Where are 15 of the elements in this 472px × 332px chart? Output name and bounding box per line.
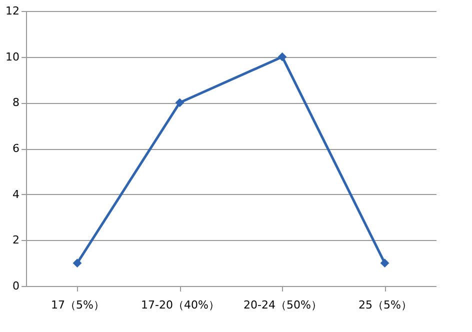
y-tick-label: 8	[12, 96, 20, 110]
y-tick-label: 4	[12, 188, 20, 201]
x-tick-label: 20-24（50%）	[244, 298, 322, 312]
y-tick-label: 0	[12, 280, 20, 292]
y-tick-label: 2	[12, 234, 20, 247]
y-tick-label: 10	[6, 50, 20, 64]
point	[380, 258, 390, 268]
x-tick-label: 17（5%）	[51, 298, 104, 312]
point	[72, 258, 82, 268]
point	[278, 52, 287, 62]
x-tick-label: 25（5%）	[358, 298, 412, 312]
y-tick-label: 6	[12, 142, 20, 155]
x-tick-label: 17-20（40%）	[141, 298, 220, 312]
y-tick-label: 12	[6, 4, 20, 18]
point	[175, 98, 184, 108]
